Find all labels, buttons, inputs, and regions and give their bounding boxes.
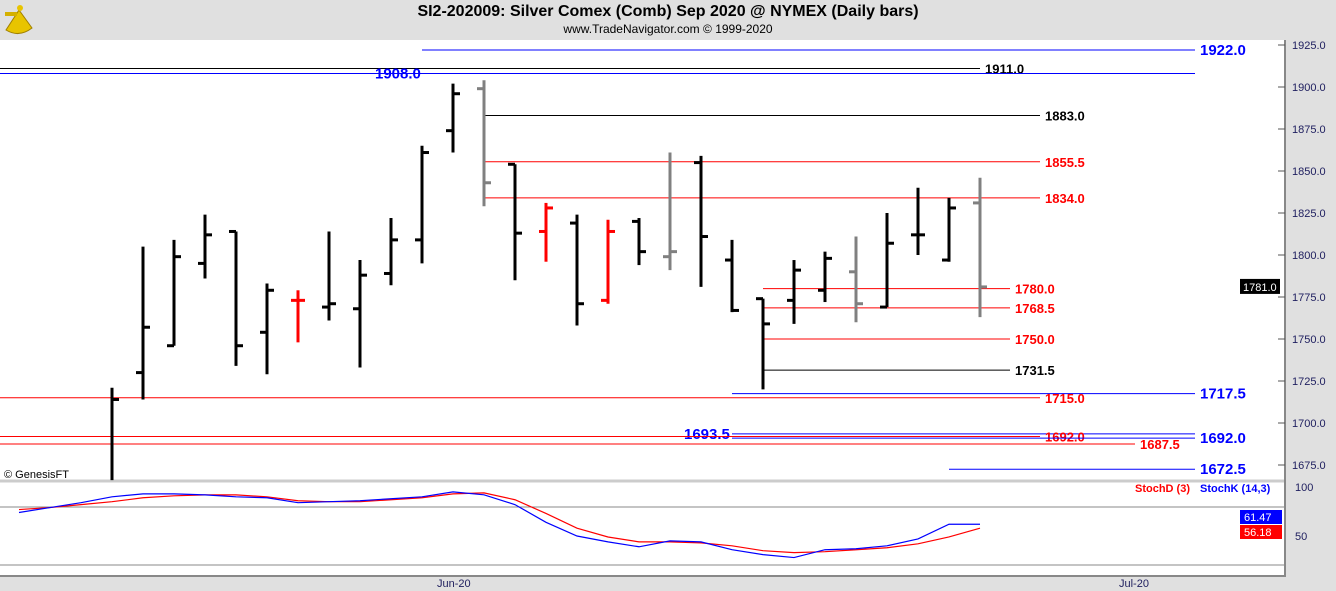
level-label: 1715.0 xyxy=(1045,391,1085,406)
y-tick-label: 1850.0 xyxy=(1292,166,1326,178)
stoch-value-box xyxy=(1240,510,1282,524)
level-label: 1908.0 xyxy=(375,66,421,83)
level-label: 1768.5 xyxy=(1015,301,1055,316)
y-tick-label: 1775.0 xyxy=(1292,292,1326,304)
stoch-tick-label: 100 xyxy=(1295,482,1313,494)
stoch-legend-label: StochK (14,3) xyxy=(1200,483,1271,495)
last-price-box xyxy=(1240,278,1280,294)
y-tick-label: 1700.0 xyxy=(1292,418,1326,430)
chart-title: SI2-202009: Silver Comex (Comb) Sep 2020… xyxy=(417,3,919,20)
copyright-text: © GenesisFT xyxy=(4,469,69,481)
y-tick-label: 1800.0 xyxy=(1292,250,1326,262)
y-tick-label: 1875.0 xyxy=(1292,124,1326,136)
y-tick-label: 1900.0 xyxy=(1292,82,1326,94)
y-tick-label: 1725.0 xyxy=(1292,376,1326,388)
stoch-tick-label: 50 xyxy=(1295,531,1307,543)
y-tick-label: 1750.0 xyxy=(1292,334,1326,346)
level-label: 1672.5 xyxy=(1200,461,1246,478)
y-tick-label: 1675.0 xyxy=(1292,460,1326,472)
stoch-value-label: 56.18 xyxy=(1244,527,1272,539)
plot-background xyxy=(0,40,1285,575)
level-label: 1834.0 xyxy=(1045,191,1085,206)
level-label: 1780.0 xyxy=(1015,282,1055,297)
level-label: 1717.5 xyxy=(1200,386,1246,403)
level-label: 1911.0 xyxy=(985,62,1024,77)
last-price-label: 1781.0 xyxy=(1243,282,1277,294)
stoch-series-line xyxy=(18,492,981,554)
level-label: 1687.5 xyxy=(1140,437,1180,452)
stoch-series-line xyxy=(18,491,980,559)
level-label: 1883.0 xyxy=(1045,109,1085,124)
level-label: 1692.0 xyxy=(1045,429,1085,444)
sextant-logo-icon xyxy=(2,2,36,41)
x-tick-label: Jul-20 xyxy=(1119,578,1149,590)
chart-subtitle: www.TradeNavigator.com © 1999-2020 xyxy=(563,22,773,36)
stoch-legend-label: StochD (3) xyxy=(1135,483,1190,495)
level-label: 1922.0 xyxy=(1200,42,1246,59)
level-label: 1855.5 xyxy=(1045,155,1085,170)
y-tick-label: 1925.0 xyxy=(1292,40,1326,52)
stoch-value-box xyxy=(1240,525,1282,539)
y-tick-label: 1825.0 xyxy=(1292,208,1326,220)
level-label: 1731.5 xyxy=(1015,363,1055,378)
level-label: 1692.0 xyxy=(1200,430,1246,447)
level-label: 1750.0 xyxy=(1015,332,1055,347)
x-tick-label: Jun-20 xyxy=(437,578,471,590)
stoch-value-label: 61.47 xyxy=(1244,512,1272,524)
level-label: 1693.5 xyxy=(684,426,730,443)
